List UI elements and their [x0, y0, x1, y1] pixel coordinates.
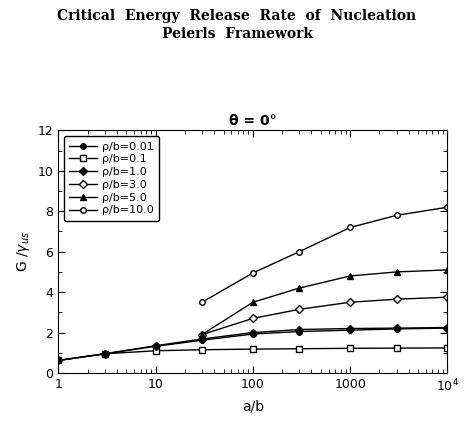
Text: Critical  Energy  Release  Rate  of  Nucleation
Peierls  Framework: Critical Energy Release Rate of Nucleati…: [57, 9, 417, 41]
ρ/b=1.0: [296, 327, 302, 332]
ρ/b=5.0: [347, 273, 353, 278]
ρ/b=3.0: [250, 316, 256, 321]
ρ/b=5.0: [445, 267, 450, 272]
ρ/b=0.01: [55, 358, 61, 363]
ρ/b=0.1: [153, 348, 158, 353]
ρ/b=0.01: [153, 344, 158, 349]
ρ/b=0.1: [199, 347, 205, 352]
ρ/b=0.1: [102, 351, 108, 356]
ρ/b=3.0: [199, 332, 205, 337]
ρ/b=1.0: [153, 343, 158, 348]
ρ/b=5.0: [394, 269, 400, 275]
Title: θ = 0°: θ = 0°: [229, 114, 277, 128]
ρ/b=1.0: [394, 326, 400, 331]
ρ/b=3.0: [347, 300, 353, 305]
ρ/b=3.0: [445, 295, 450, 300]
Legend: ρ/b=0.01, ρ/b=0.1, ρ/b=1.0, ρ/b=3.0, ρ/b=5.0, ρ/b=10.0: ρ/b=0.01, ρ/b=0.1, ρ/b=1.0, ρ/b=3.0, ρ/b…: [64, 136, 159, 221]
ρ/b=0.01: [250, 331, 256, 336]
ρ/b=5.0: [199, 332, 205, 337]
ρ/b=1.0: [445, 325, 450, 330]
ρ/b=1.0: [250, 330, 256, 335]
ρ/b=0.01: [394, 326, 400, 332]
ρ/b=1.0: [102, 351, 108, 356]
Y-axis label: G /$\gamma_{us}$: G /$\gamma_{us}$: [15, 231, 32, 272]
ρ/b=10.0: [347, 225, 353, 230]
Line: ρ/b=0.01: ρ/b=0.01: [55, 325, 450, 363]
ρ/b=1.0: [55, 358, 61, 363]
ρ/b=0.01: [347, 328, 353, 333]
ρ/b=1.0: [199, 336, 205, 341]
ρ/b=5.0: [250, 300, 256, 305]
Line: ρ/b=1.0: ρ/b=1.0: [55, 325, 450, 363]
ρ/b=0.01: [445, 326, 450, 331]
Line: ρ/b=10.0: ρ/b=10.0: [199, 205, 450, 305]
ρ/b=10.0: [250, 270, 256, 275]
ρ/b=5.0: [296, 286, 302, 291]
ρ/b=3.0: [296, 307, 302, 312]
ρ/b=3.0: [394, 296, 400, 302]
ρ/b=10.0: [445, 205, 450, 210]
ρ/b=0.01: [296, 329, 302, 334]
ρ/b=10.0: [199, 300, 205, 305]
ρ/b=0.1: [55, 358, 61, 363]
ρ/b=0.1: [394, 345, 400, 350]
ρ/b=0.1: [445, 345, 450, 350]
ρ/b=1.0: [347, 326, 353, 331]
Line: ρ/b=5.0: ρ/b=5.0: [199, 267, 450, 337]
ρ/b=10.0: [394, 213, 400, 218]
ρ/b=0.1: [296, 346, 302, 351]
Line: ρ/b=0.1: ρ/b=0.1: [55, 345, 450, 363]
ρ/b=0.01: [199, 338, 205, 343]
X-axis label: a/b: a/b: [242, 400, 264, 414]
ρ/b=0.01: [102, 351, 108, 356]
ρ/b=0.1: [250, 347, 256, 352]
Line: ρ/b=3.0: ρ/b=3.0: [199, 294, 450, 337]
ρ/b=10.0: [296, 249, 302, 254]
ρ/b=0.1: [347, 346, 353, 351]
